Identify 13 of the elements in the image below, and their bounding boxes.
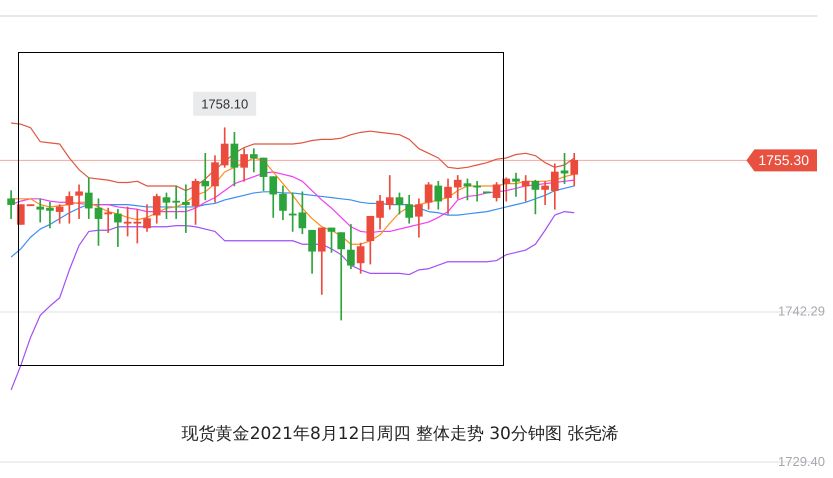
candlestick — [512, 172, 520, 197]
text: 现货黄金2021年8月12日周四 整体走势 30分钟图 张尧浠 — [180, 423, 620, 445]
candlestick — [560, 153, 568, 184]
candlestick — [328, 228, 336, 253]
candlestick — [464, 178, 472, 200]
candlestick — [162, 192, 170, 219]
y-tick-label: 1742.29 — [778, 304, 825, 319]
y-tick-label: 1729.40 — [778, 454, 825, 469]
candlestick — [75, 184, 83, 219]
annotation: 1758.10 — [201, 96, 248, 112]
candlestick — [46, 202, 54, 228]
candlestick — [94, 198, 102, 246]
ref-line-label: 1755.30 — [758, 152, 810, 168]
